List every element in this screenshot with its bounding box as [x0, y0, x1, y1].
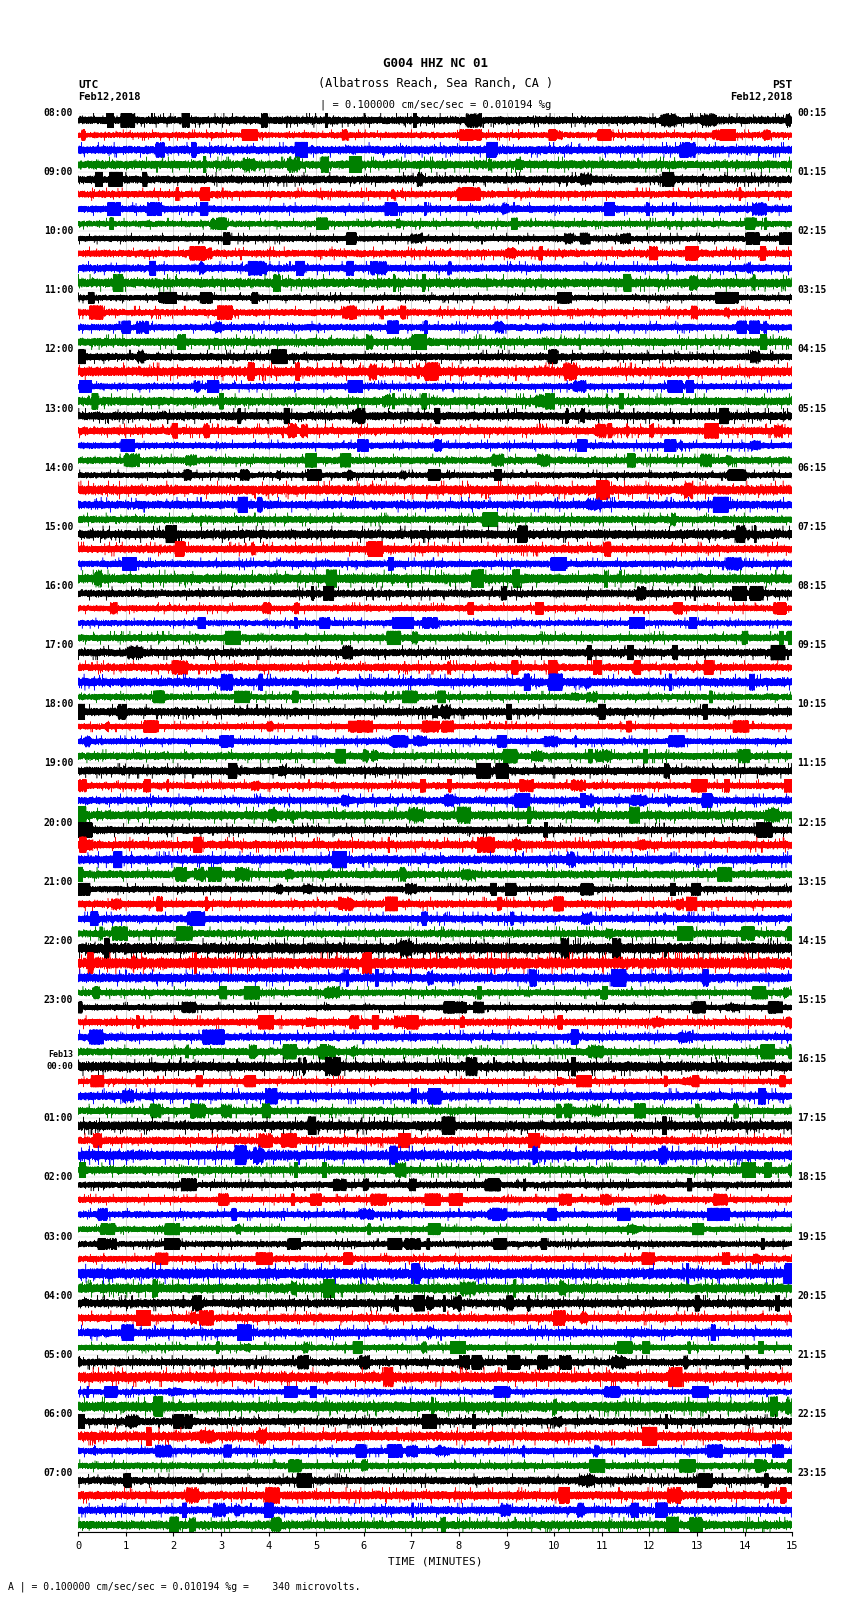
- Text: 03:15: 03:15: [797, 286, 826, 295]
- Text: 14:00: 14:00: [44, 463, 73, 473]
- Text: 15:00: 15:00: [44, 523, 73, 532]
- Text: 22:15: 22:15: [797, 1410, 826, 1419]
- Text: 13:00: 13:00: [44, 403, 73, 413]
- Text: 08:00: 08:00: [44, 108, 73, 118]
- Text: A | = 0.100000 cm/sec/sec = 0.010194 %g =    340 microvolts.: A | = 0.100000 cm/sec/sec = 0.010194 %g …: [8, 1581, 361, 1592]
- Text: PST: PST: [772, 79, 792, 90]
- Text: 08:15: 08:15: [797, 581, 826, 590]
- Text: | = 0.100000 cm/sec/sec = 0.010194 %g: | = 0.100000 cm/sec/sec = 0.010194 %g: [320, 98, 551, 110]
- Text: 00:15: 00:15: [797, 108, 826, 118]
- Text: 04:15: 04:15: [797, 345, 826, 355]
- Text: 10:15: 10:15: [797, 700, 826, 710]
- Text: UTC: UTC: [78, 79, 99, 90]
- Text: 09:00: 09:00: [44, 168, 73, 177]
- Text: 18:00: 18:00: [44, 700, 73, 710]
- Text: 02:00: 02:00: [44, 1173, 73, 1182]
- Text: 20:15: 20:15: [797, 1290, 826, 1300]
- Text: 16:00: 16:00: [44, 581, 73, 590]
- Text: 07:00: 07:00: [44, 1468, 73, 1478]
- Text: 14:15: 14:15: [797, 936, 826, 945]
- Text: 06:00: 06:00: [44, 1410, 73, 1419]
- Text: 07:15: 07:15: [797, 523, 826, 532]
- Text: 11:00: 11:00: [44, 286, 73, 295]
- Text: 18:15: 18:15: [797, 1173, 826, 1182]
- Text: 09:15: 09:15: [797, 640, 826, 650]
- Text: 15:15: 15:15: [797, 995, 826, 1005]
- Text: 12:15: 12:15: [797, 818, 826, 827]
- Text: (Albatross Reach, Sea Ranch, CA ): (Albatross Reach, Sea Ranch, CA ): [318, 76, 552, 90]
- Text: 21:00: 21:00: [44, 877, 73, 887]
- Text: 05:15: 05:15: [797, 403, 826, 413]
- Text: 19:15: 19:15: [797, 1232, 826, 1242]
- Text: 01:00: 01:00: [44, 1113, 73, 1123]
- Text: Feb13: Feb13: [48, 1050, 73, 1060]
- Text: 20:00: 20:00: [44, 818, 73, 827]
- Text: 23:15: 23:15: [797, 1468, 826, 1478]
- X-axis label: TIME (MINUTES): TIME (MINUTES): [388, 1557, 483, 1566]
- Text: 19:00: 19:00: [44, 758, 73, 768]
- Text: 22:00: 22:00: [44, 936, 73, 945]
- Text: 02:15: 02:15: [797, 226, 826, 235]
- Text: 16:15: 16:15: [797, 1055, 826, 1065]
- Text: 17:00: 17:00: [44, 640, 73, 650]
- Text: 17:15: 17:15: [797, 1113, 826, 1123]
- Text: 10:00: 10:00: [44, 226, 73, 235]
- Text: 12:00: 12:00: [44, 345, 73, 355]
- Text: 13:15: 13:15: [797, 877, 826, 887]
- Text: G004 HHZ NC 01: G004 HHZ NC 01: [382, 56, 488, 71]
- Text: 00:00: 00:00: [47, 1061, 73, 1071]
- Text: 21:15: 21:15: [797, 1350, 826, 1360]
- Text: Feb12,2018: Feb12,2018: [78, 92, 141, 102]
- Text: 06:15: 06:15: [797, 463, 826, 473]
- Text: 01:15: 01:15: [797, 168, 826, 177]
- Text: 11:15: 11:15: [797, 758, 826, 768]
- Text: 23:00: 23:00: [44, 995, 73, 1005]
- Text: 05:00: 05:00: [44, 1350, 73, 1360]
- Text: 04:00: 04:00: [44, 1290, 73, 1300]
- Text: 03:00: 03:00: [44, 1232, 73, 1242]
- Text: Feb12,2018: Feb12,2018: [729, 92, 792, 102]
